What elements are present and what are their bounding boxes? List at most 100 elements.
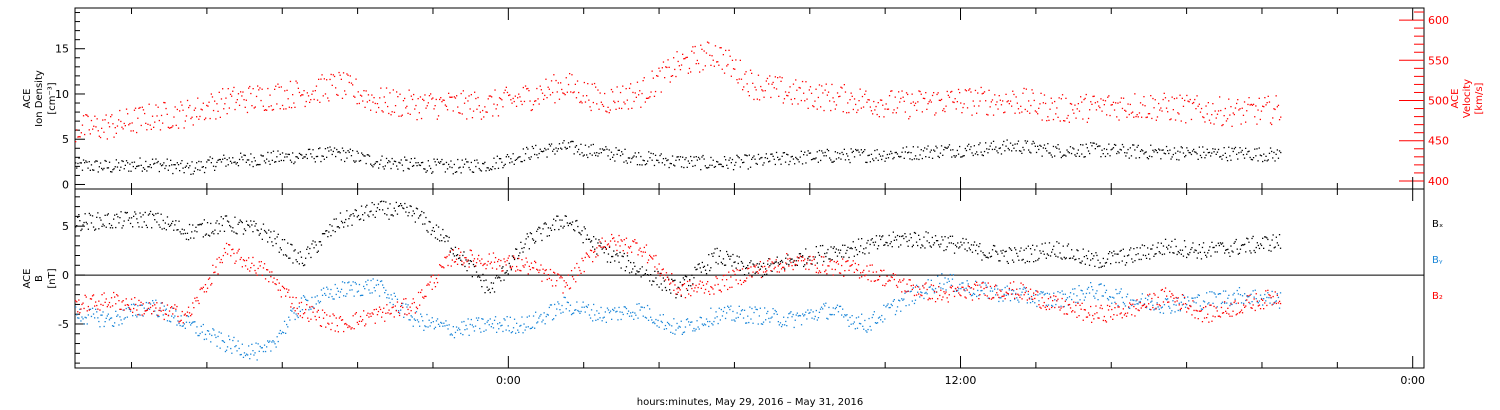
data-point <box>1106 258 1109 260</box>
data-point <box>120 166 122 168</box>
data-point <box>1183 240 1186 242</box>
data-point <box>113 136 115 138</box>
data-point <box>99 162 102 164</box>
data-point <box>279 289 281 291</box>
data-point <box>407 112 409 114</box>
data-point <box>526 233 528 235</box>
data-point <box>1151 300 1153 302</box>
data-point <box>1193 251 1195 253</box>
data-point <box>1033 261 1035 263</box>
data-point <box>420 117 423 120</box>
data-point <box>871 316 873 319</box>
data-point <box>217 273 219 275</box>
data-point <box>116 125 119 127</box>
data-point <box>647 160 649 162</box>
data-point <box>1251 301 1253 303</box>
data-point <box>1040 291 1042 293</box>
data-point <box>982 92 984 94</box>
data-point <box>799 156 801 158</box>
data-point <box>142 214 144 216</box>
data-point <box>554 229 556 231</box>
data-point <box>456 171 458 173</box>
data-point <box>88 129 90 131</box>
data-point <box>1226 302 1228 304</box>
data-point <box>336 325 338 327</box>
data-point <box>1081 101 1083 103</box>
data-point <box>1136 303 1138 305</box>
data-point <box>895 151 897 154</box>
data-point <box>1085 292 1088 295</box>
data-point <box>1175 304 1177 306</box>
data-point <box>377 203 380 205</box>
data-point <box>879 155 882 157</box>
data-point <box>171 315 173 317</box>
data-point <box>562 227 564 229</box>
data-point <box>753 264 755 266</box>
data-point <box>739 59 741 61</box>
data-point <box>341 97 344 99</box>
data-point <box>88 309 90 311</box>
data-point <box>910 237 912 239</box>
data-point <box>251 105 253 107</box>
data-point <box>546 313 548 316</box>
data-point <box>766 77 769 80</box>
data-point <box>1007 147 1009 150</box>
data-point <box>1013 93 1015 96</box>
data-point <box>664 77 666 79</box>
data-point <box>272 150 275 152</box>
data-point <box>1039 250 1041 252</box>
data-point <box>501 324 503 326</box>
data-point <box>787 254 789 256</box>
data-point <box>1114 301 1116 303</box>
data-point <box>680 295 682 297</box>
data-point <box>278 160 280 162</box>
data-point <box>266 346 268 348</box>
data-point <box>369 211 371 213</box>
data-point <box>621 311 623 313</box>
data-point <box>768 83 770 85</box>
data-point <box>500 325 502 327</box>
data-point <box>493 157 495 159</box>
data-point <box>487 260 489 263</box>
data-point <box>249 270 251 272</box>
data-point <box>279 247 281 249</box>
data-point <box>536 87 538 90</box>
data-point <box>1177 250 1179 253</box>
data-point <box>815 246 817 248</box>
data-point <box>649 96 651 98</box>
data-point <box>1179 94 1181 96</box>
data-point <box>816 151 818 153</box>
data-point <box>529 327 531 330</box>
data-point <box>1040 145 1042 147</box>
data-point <box>1143 96 1145 98</box>
data-point <box>1147 299 1149 301</box>
data-point <box>653 280 655 283</box>
data-point <box>676 293 678 295</box>
data-point <box>211 282 213 285</box>
data-point <box>358 219 361 221</box>
data-point <box>992 244 995 247</box>
data-point <box>577 225 579 228</box>
data-point <box>564 94 566 96</box>
data-point <box>980 86 982 89</box>
data-point <box>990 101 992 103</box>
data-point <box>857 316 860 318</box>
data-point <box>637 271 639 273</box>
data-point <box>111 114 113 116</box>
data-point <box>1243 302 1245 305</box>
data-point <box>1148 113 1151 115</box>
data-point <box>399 93 401 95</box>
data-point <box>556 215 558 217</box>
data-point <box>1141 293 1143 295</box>
data-point <box>614 307 616 309</box>
data-point <box>519 96 521 98</box>
data-point <box>816 319 818 321</box>
data-point <box>108 301 111 304</box>
data-point <box>453 255 456 257</box>
data-point <box>382 209 384 211</box>
data-point <box>996 150 998 152</box>
data-point <box>611 255 613 258</box>
data-point <box>1156 116 1159 118</box>
data-point <box>1092 289 1094 291</box>
data-point <box>213 329 215 331</box>
